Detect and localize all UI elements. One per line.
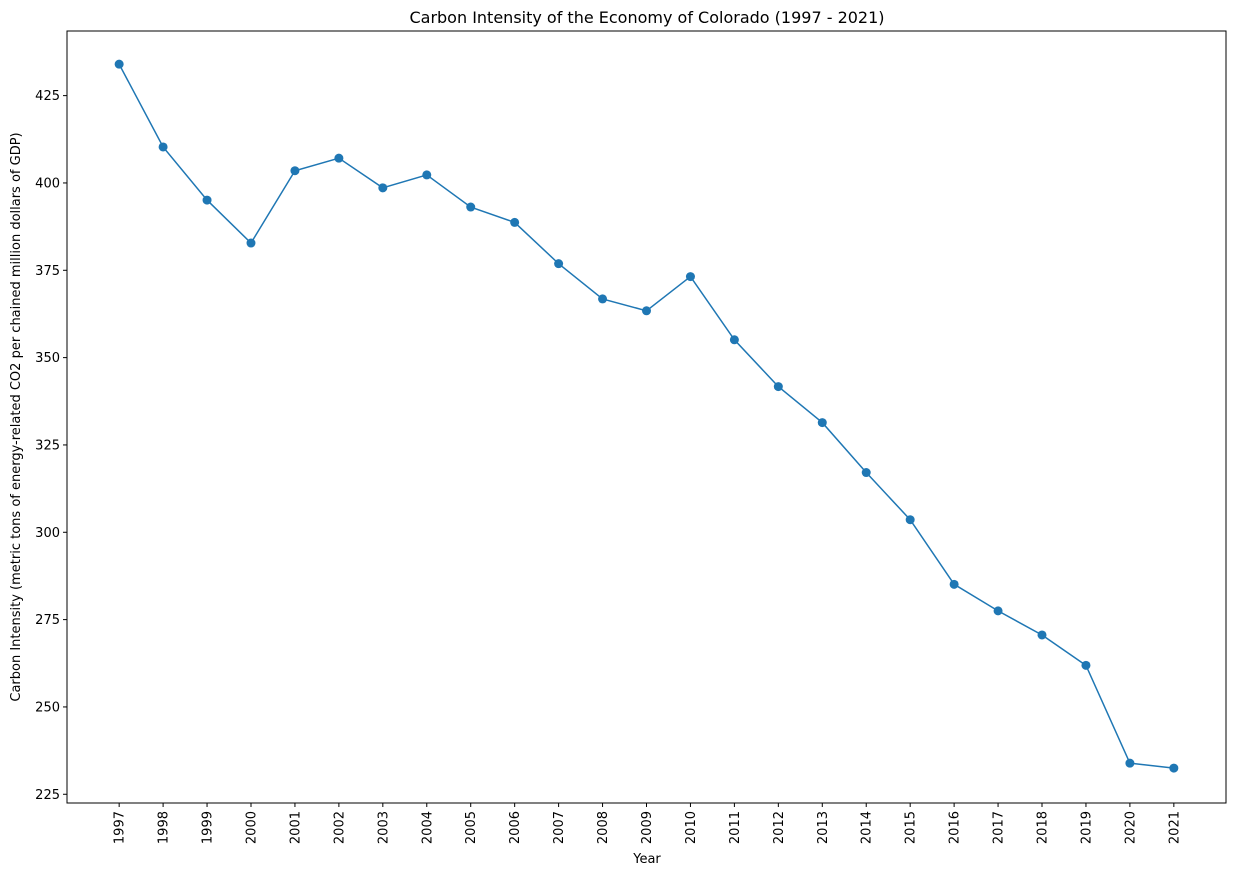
y-tick-label: 350: [35, 351, 60, 366]
x-tick-label: 2002: [332, 811, 347, 844]
plot-area: [66, 30, 1227, 804]
data-point: [378, 183, 388, 193]
y-tick-label: 375: [35, 264, 60, 279]
x-tick-label: 2019: [1079, 811, 1094, 844]
data-point: [1125, 758, 1135, 768]
data-point: [993, 606, 1003, 616]
data-point: [466, 202, 476, 212]
data-point: [642, 306, 651, 316]
data-point: [861, 468, 871, 478]
x-tick-label: 2007: [552, 811, 567, 844]
x-tick-label: 2004: [420, 811, 435, 844]
x-tick-label: 2000: [244, 811, 259, 844]
data-point: [949, 579, 959, 589]
x-tick-label: 2001: [288, 811, 303, 844]
x-axis-label: Year: [632, 852, 661, 867]
x-tick-label: 1998: [157, 811, 172, 844]
x-tick-label: 2020: [1123, 811, 1138, 844]
x-tick-label: 2013: [816, 811, 831, 844]
x-tick-label: 2016: [948, 811, 963, 844]
data-point: [246, 238, 256, 248]
chart-title: Carbon Intensity of the Economy of Color…: [409, 8, 884, 27]
data-point: [1037, 630, 1047, 640]
x-tick-label: 2017: [992, 811, 1007, 844]
data-point: [114, 59, 124, 69]
x-tick-label: 2014: [860, 811, 875, 844]
data-point: [422, 170, 432, 180]
x-tick-label: 2011: [728, 811, 743, 844]
x-tick-label: 2018: [1036, 811, 1051, 844]
data-point: [554, 259, 564, 269]
x-tick-label: 2015: [904, 811, 919, 844]
data-point: [510, 217, 520, 227]
x-tick-label: 2008: [596, 811, 611, 844]
x-tick-label: 1999: [201, 811, 216, 844]
y-axis: 225 250 275 300 325 350 375 400 425: [35, 89, 67, 803]
data-markers: [114, 59, 1179, 773]
x-tick-label: 2003: [376, 811, 391, 844]
y-tick-label: 250: [35, 700, 60, 715]
data-point: [290, 166, 300, 176]
data-point: [1081, 660, 1091, 670]
y-tick-label: 225: [35, 788, 60, 803]
data-point: [729, 335, 739, 345]
data-point: [202, 195, 212, 205]
x-tick-label: 2006: [508, 811, 523, 844]
x-tick-label: 2005: [464, 811, 479, 844]
data-point: [158, 142, 168, 152]
x-tick-label: 2009: [640, 811, 655, 844]
data-point: [1169, 763, 1179, 773]
data-point: [598, 294, 608, 304]
x-tick-label: 2012: [772, 811, 787, 844]
y-tick-label: 425: [35, 89, 60, 104]
data-point: [685, 272, 695, 282]
x-tick-label: 2010: [684, 811, 699, 844]
x-axis: 1997 1998 1999 2000 2001 2002 2003 2004 2005 2006…: [113, 803, 1182, 844]
y-axis-label: Carbon Intensity (metric tons of energy-…: [9, 132, 24, 701]
data-point: [773, 382, 783, 392]
y-tick-label: 325: [35, 438, 60, 453]
y-tick-label: 275: [35, 613, 60, 628]
data-point: [334, 153, 344, 163]
x-tick-label: 1997: [113, 811, 128, 844]
series-line: [118, 63, 1174, 769]
data-point: [817, 418, 827, 428]
y-tick-label: 300: [35, 526, 60, 541]
y-tick-label: 400: [35, 176, 60, 191]
data-point: [905, 515, 915, 525]
x-tick-label: 2021: [1167, 811, 1182, 844]
